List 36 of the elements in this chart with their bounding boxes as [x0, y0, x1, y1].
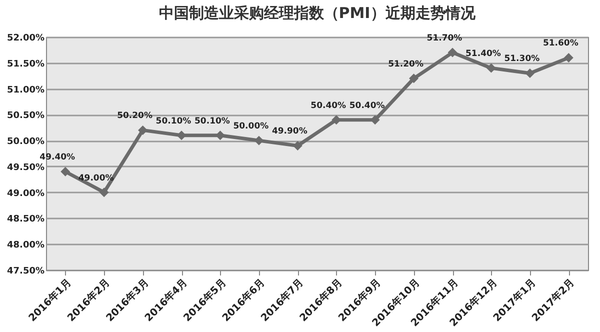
point — [448, 48, 458, 58]
point — [370, 115, 380, 125]
data-label: 50.20% — [117, 111, 153, 122]
point — [486, 63, 496, 73]
y-tick-label: 47.50% — [7, 266, 44, 276]
data-label: 50.10% — [156, 116, 192, 126]
y-tick-label: 52.00% — [7, 34, 44, 44]
point — [525, 68, 535, 78]
point — [254, 136, 264, 146]
data-label: 50.00% — [233, 122, 270, 132]
y-tick-label: 48.50% — [7, 214, 44, 225]
point — [176, 130, 186, 140]
point — [564, 52, 574, 62]
point — [99, 188, 109, 198]
y-tick-label: 51.50% — [7, 59, 44, 70]
data-label: 50.40% — [349, 100, 386, 111]
y-tick-label: 48.00% — [7, 240, 44, 251]
y-tick-label: 49.00% — [7, 188, 44, 199]
data-label: 51.70% — [426, 34, 463, 44]
y-tick-label: 51.00% — [7, 85, 44, 96]
data-label: 51.20% — [388, 59, 424, 70]
point — [60, 166, 70, 176]
data-label: 51.60% — [542, 38, 579, 49]
point — [409, 74, 419, 84]
data-label: 51.30% — [504, 54, 540, 64]
point — [292, 140, 302, 150]
data-label: 50.10% — [194, 116, 230, 126]
y-tick-label: 50.50% — [7, 111, 44, 122]
point — [138, 125, 148, 135]
data-label: 49.90% — [272, 126, 308, 137]
data-label: 50.40% — [310, 100, 347, 111]
data-label: 51.40% — [466, 49, 502, 60]
chart-title: 中国制造业采购经理指数（PMI）近期走势情况 — [158, 4, 476, 22]
y-tick-label: 50.00% — [7, 137, 44, 148]
data-label: 49.40% — [40, 152, 76, 163]
y-tick-label: 49.50% — [7, 162, 44, 173]
